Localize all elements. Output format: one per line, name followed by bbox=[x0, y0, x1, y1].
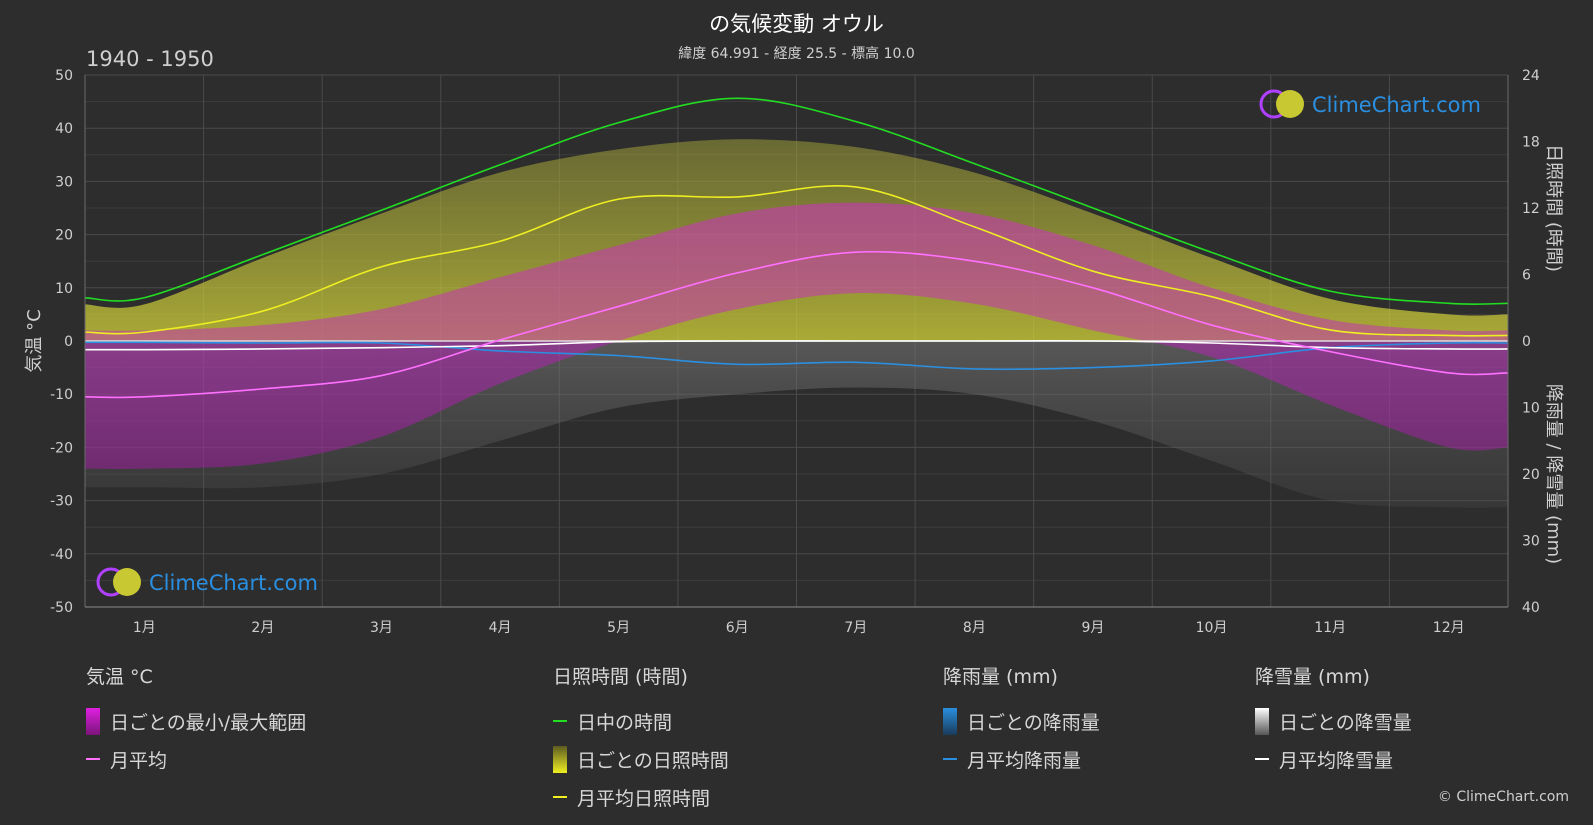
legend-snow: 降雪量 (mm) 日ごとの降雪量 月平均降雪量 bbox=[1255, 662, 1412, 778]
sunshine-avg-swatch bbox=[553, 796, 567, 798]
daylight-swatch bbox=[553, 720, 567, 722]
left-tick-label: 10 bbox=[55, 281, 73, 297]
rain-daily-swatch bbox=[943, 707, 957, 735]
legend-daylight: 日中の時間 bbox=[553, 702, 729, 740]
snow-daily-swatch bbox=[1255, 707, 1269, 735]
month-label: 9月 bbox=[1081, 620, 1104, 636]
left-tick-label: 50 bbox=[55, 68, 73, 84]
right-tick-label-hours: 6 bbox=[1522, 268, 1531, 284]
legend-rain-daily: 日ごとの降雨量 bbox=[943, 702, 1100, 740]
logo-text: ClimeChart.com bbox=[149, 571, 318, 595]
sunshine-daily-swatch bbox=[553, 745, 567, 773]
daylight-line bbox=[84, 97, 1509, 306]
temp-range-swatch bbox=[86, 707, 100, 735]
left-axis-title: 気温 °C bbox=[24, 309, 45, 372]
legend-temp-avg-label: 月平均 bbox=[110, 749, 168, 772]
legend-temp-avg: 月平均 bbox=[86, 740, 306, 778]
right-tick-label-hours: 24 bbox=[1522, 68, 1540, 84]
legend-rain-daily-label: 日ごとの降雨量 bbox=[967, 711, 1100, 734]
legend-sunshine-daily-label: 日ごとの日照時間 bbox=[577, 749, 729, 772]
left-tick-label: 20 bbox=[55, 228, 73, 244]
legend-temp-range-label: 日ごとの最小/最大範囲 bbox=[110, 711, 307, 734]
month-label: 8月 bbox=[963, 620, 986, 636]
legend-rain-avg: 月平均降雨量 bbox=[943, 740, 1100, 778]
month-label: 1月 bbox=[133, 620, 156, 636]
legend-sunshine: 日照時間 (時間) 日中の時間 日ごとの日照時間 月平均日照時間 bbox=[553, 662, 729, 816]
right-tick-label-precip: 20 bbox=[1522, 467, 1540, 483]
chart-title: の気候変動 オウル bbox=[709, 12, 884, 36]
chart-subtitle: 緯度 64.991 - 経度 25.5 - 標高 10.0 bbox=[678, 46, 915, 62]
right-tick-label-hours: 0 bbox=[1522, 334, 1531, 350]
legend-snow-avg: 月平均降雪量 bbox=[1255, 740, 1412, 778]
left-tick-label: 40 bbox=[55, 121, 73, 137]
logo-sun-icon bbox=[113, 568, 141, 596]
legend-temperature: 気温 °C 日ごとの最小/最大範囲 月平均 bbox=[86, 662, 306, 778]
temp-avg-swatch bbox=[86, 758, 100, 760]
left-tick-label: -30 bbox=[50, 494, 73, 510]
legend-sunshine-avg-label: 月平均日照時間 bbox=[577, 787, 711, 810]
right-tick-label-precip: 10 bbox=[1522, 401, 1540, 417]
rain-avg-swatch bbox=[943, 758, 957, 760]
left-tick-label: -40 bbox=[50, 547, 73, 563]
period-label: 1940 - 1950 bbox=[86, 47, 214, 71]
right-axis-title-precip: 降雨量 / 降雪量 (mm) bbox=[1543, 384, 1564, 564]
rain-avg-line bbox=[84, 341, 1509, 371]
legend-sunshine-daily: 日ごとの日照時間 bbox=[553, 740, 729, 778]
left-tick-label: 0 bbox=[64, 334, 73, 350]
logo-sun-icon bbox=[1276, 90, 1304, 118]
right-tick-label-precip: 30 bbox=[1522, 534, 1540, 550]
month-label: 11月 bbox=[1314, 620, 1346, 636]
month-label: 4月 bbox=[489, 620, 512, 636]
right-tick-label-hours: 12 bbox=[1522, 201, 1540, 217]
left-tick-label: -50 bbox=[50, 600, 73, 616]
snow-avg-line bbox=[84, 340, 1509, 351]
legend-rain: 降雨量 (mm) 日ごとの降雨量 月平均降雨量 bbox=[943, 662, 1100, 778]
legend-snow-avg-label: 月平均降雪量 bbox=[1279, 749, 1394, 772]
legend-snow-daily: 日ごとの降雪量 bbox=[1255, 702, 1412, 740]
legend-daylight-label: 日中の時間 bbox=[577, 711, 673, 734]
snow-avg-swatch bbox=[1255, 758, 1269, 760]
month-label: 3月 bbox=[370, 620, 393, 636]
logo-text: ClimeChart.com bbox=[1312, 93, 1481, 117]
right-axis-title-hours: 日照時間 (時間) bbox=[1543, 144, 1564, 272]
temperature-range-area bbox=[85, 202, 1508, 470]
legend-rain-avg-label: 月平均降雨量 bbox=[967, 749, 1082, 772]
watermark-logo-bottom: ClimeChart.com bbox=[96, 567, 318, 597]
watermark-logo-top: ClimeChart.com bbox=[1259, 89, 1481, 119]
month-label: 2月 bbox=[251, 620, 274, 636]
left-tick-label: -20 bbox=[50, 440, 73, 456]
temperature-avg-line bbox=[84, 250, 1509, 399]
legend-rain-title: 降雨量 (mm) bbox=[943, 666, 1058, 688]
month-label: 10月 bbox=[1196, 620, 1228, 636]
legend-snow-daily-label: 日ごとの降雪量 bbox=[1279, 711, 1412, 734]
legend-temp-range: 日ごとの最小/最大範囲 bbox=[86, 702, 306, 740]
right-tick-label-precip: 40 bbox=[1522, 600, 1540, 616]
month-label: 7月 bbox=[844, 620, 867, 636]
legend-snow-title: 降雪量 (mm) bbox=[1255, 666, 1370, 688]
left-tick-label: 30 bbox=[55, 174, 73, 190]
month-label: 12月 bbox=[1433, 620, 1465, 636]
month-label: 5月 bbox=[607, 620, 630, 636]
sunshine-avg-line bbox=[84, 185, 1509, 337]
copyright: © ClimeChart.com bbox=[1437, 789, 1569, 805]
legend-sunshine-title: 日照時間 (時間) bbox=[553, 666, 688, 688]
right-tick-label-hours: 18 bbox=[1522, 135, 1540, 151]
legend-temperature-title: 気温 °C bbox=[86, 666, 153, 688]
month-label: 6月 bbox=[726, 620, 749, 636]
legend-sunshine-avg: 月平均日照時間 bbox=[553, 778, 729, 816]
left-tick-label: -10 bbox=[50, 387, 73, 403]
